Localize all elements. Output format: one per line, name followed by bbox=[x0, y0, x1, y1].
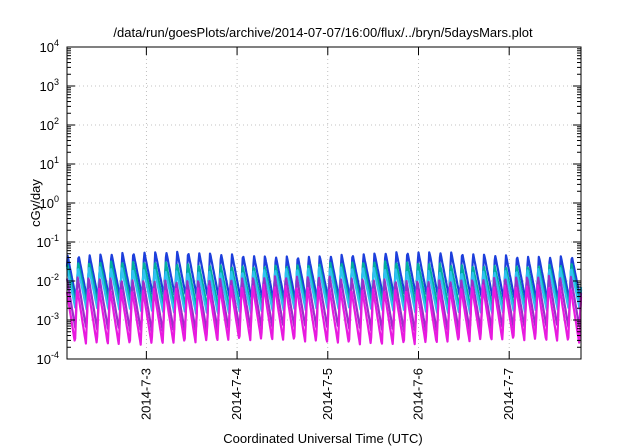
series-line bbox=[65, 283, 583, 346]
y-axis-label: cGy/day bbox=[28, 179, 43, 227]
x-tick-label: 2014-7-5 bbox=[320, 368, 335, 420]
y-tick-label: 103 bbox=[40, 77, 59, 94]
x-tick-label: 2014-7-7 bbox=[501, 368, 516, 420]
y-tick-label: 102 bbox=[40, 116, 59, 133]
y-tick-label: 10-1 bbox=[37, 233, 59, 250]
y-tick-label: 100 bbox=[40, 194, 59, 211]
y-tick-label: 10-2 bbox=[37, 272, 59, 289]
x-axis-ticks: 2014-7-3 2014-7-4 2014-7-5 2014-7-6 2014-7-7 bbox=[138, 47, 516, 420]
y-tick-label: 104 bbox=[40, 38, 59, 55]
y-tick-label: 10-3 bbox=[37, 311, 59, 328]
x-tick-label: 2014-7-3 bbox=[138, 368, 153, 420]
y-axis-ticks: 10-4 10-3 10-2 10-1 100 101 102 103 104 bbox=[37, 38, 581, 367]
x-tick-label: 2014-7-6 bbox=[410, 368, 425, 420]
x-tick-label: 2014-7-4 bbox=[229, 368, 244, 420]
data-series bbox=[65, 250, 583, 346]
chart-title: /data/run/goesPlots/archive/2014-07-07/1… bbox=[113, 25, 533, 40]
x-axis-label: Coordinated Universal Time (UTC) bbox=[223, 431, 422, 446]
y-tick-label: 10-4 bbox=[37, 350, 59, 367]
y-tick-label: 101 bbox=[40, 155, 59, 172]
